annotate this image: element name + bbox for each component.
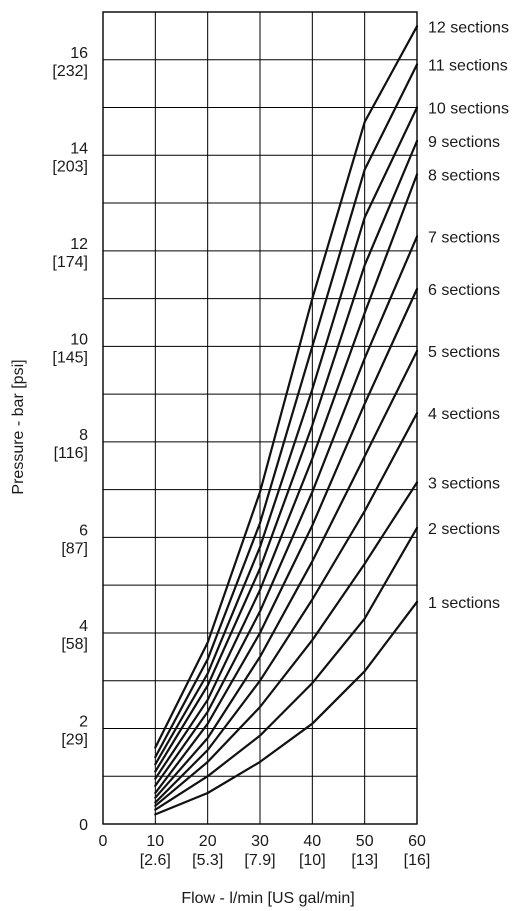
plot-frame — [102, 11, 418, 825]
series-label-2: 2 sections — [428, 521, 500, 538]
series-line-3 — [154, 481, 419, 807]
series-label-10: 10 sections — [428, 101, 509, 118]
y-tick-sublabel: [116] — [54, 445, 88, 462]
y-tick-label: 4 — [79, 618, 88, 635]
y-tick-label: 10 — [70, 331, 88, 348]
y-tick-label: 14 — [70, 140, 88, 157]
x-tick-sublabel: [10] — [299, 852, 326, 869]
series-line-10 — [154, 106, 419, 766]
series-line-11 — [154, 63, 419, 759]
series-label-5: 5 sections — [428, 344, 500, 361]
series-label-12: 12 sections — [428, 19, 509, 36]
x-tick-label: 40 — [303, 833, 321, 850]
y-tick-sublabel: [203] — [52, 158, 88, 175]
y-tick-label: 2 — [79, 714, 88, 731]
x-tick-label: 30 — [251, 833, 269, 850]
y-tick-label: 12 — [70, 236, 88, 253]
series-label-7: 7 sections — [428, 230, 500, 247]
y-tick-sublabel: [232] — [52, 63, 88, 80]
x-tick-sublabel: [13] — [351, 852, 378, 869]
x-tick-label: 60 — [408, 833, 426, 850]
y-tick-sublabel: [58] — [61, 636, 88, 653]
series-line-12 — [154, 25, 419, 749]
y-tick-label: 6 — [79, 522, 88, 539]
x-tick-sublabel: [2.6] — [140, 852, 171, 869]
series-label-4: 4 sections — [428, 406, 500, 423]
x-tick-label: 20 — [199, 833, 217, 850]
y-tick-label: 16 — [70, 45, 88, 62]
x-tick-label: 10 — [146, 833, 164, 850]
x-tick-sublabel: [16] — [404, 852, 431, 869]
x-tick-sublabel: [5.3] — [192, 852, 223, 869]
curves — [154, 25, 419, 816]
y-axis-ticks: 02[29]4[58]6[87]8[116]10[145]12[174]14[2… — [52, 45, 88, 834]
x-tick-sublabel: [7.9] — [244, 852, 275, 869]
x-tick-label: 50 — [356, 833, 374, 850]
grid — [103, 12, 417, 824]
series-line-6 — [154, 287, 419, 795]
series-label-1: 1 sections — [428, 595, 500, 612]
y-tick-sublabel: [174] — [52, 254, 88, 271]
y-tick-sublabel: [29] — [61, 732, 88, 749]
series-labels: 1 sections 2 sections 3 sections 4 sections… — [428, 19, 509, 612]
series-label-9: 9 sections — [428, 134, 500, 151]
y-tick-label: 0 — [79, 817, 88, 834]
x-axis-label: Flow - l/min [US gal/min] — [181, 890, 354, 907]
series-label-3: 3 sections — [428, 476, 500, 493]
series-line-9 — [154, 139, 419, 773]
y-tick-sublabel: [145] — [52, 349, 88, 366]
series-line-1 — [154, 600, 419, 816]
series-label-6: 6 sections — [428, 282, 500, 299]
series-line-5 — [154, 350, 419, 799]
series-line-8 — [154, 173, 419, 780]
x-tick-label: 0 — [99, 833, 108, 850]
y-tick-sublabel: [87] — [61, 540, 88, 557]
series-label-8: 8 sections — [428, 167, 500, 184]
series-label-11: 11 sections — [428, 58, 508, 75]
y-tick-label: 8 — [79, 427, 88, 444]
series-line-4 — [154, 412, 419, 804]
series-line-2 — [154, 526, 419, 811]
x-axis-ticks: 0 10 [2.6] 20 [5.3] 30 [7.9] 40 [10] 50 [13] 60 [16] — [99, 833, 431, 869]
y-axis-label: Pressure - bar [psi] — [10, 359, 27, 494]
series-line-7 — [154, 235, 419, 787]
